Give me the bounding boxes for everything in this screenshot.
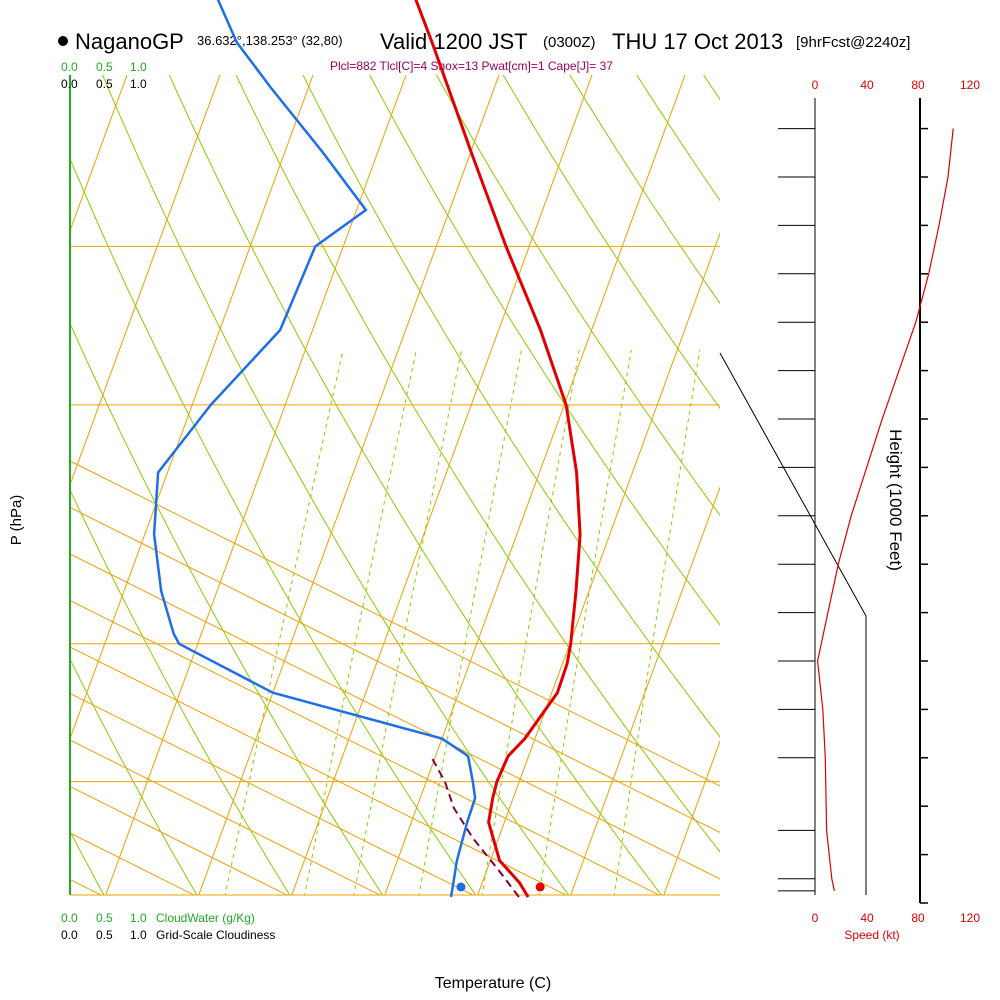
- moist-adiabat: [0, 0, 12, 897]
- dry-adiabat: [70, 157, 477, 895]
- moist-adiabat: [70, 878, 103, 895]
- speed-bottom-0: 0: [812, 911, 819, 925]
- dry-adiabat: [168, 75, 663, 895]
- valid-date: THU 17 Oct 2013: [612, 29, 783, 54]
- mixing-ratio-line: [538, 350, 632, 895]
- cloudiness-top-1: 0.5: [96, 77, 113, 91]
- parcel-profile-line: [430, 755, 520, 898]
- forecast-info: [9hrFcst@2240z]: [796, 34, 910, 51]
- height-axis-ticks: [920, 127, 928, 904]
- wind-panel-boundary: [719, 352, 867, 895]
- mixing-ratio-line: [304, 350, 417, 895]
- cloudiness-top-0: 0.0: [61, 77, 78, 91]
- grid-layer: [0, 0, 1000, 897]
- data-layer: [69, 0, 867, 898]
- cloudwater-top-0: 0.0: [61, 60, 78, 74]
- mixing-ratio-line: [224, 350, 344, 895]
- isotherm: [477, 231, 720, 895]
- dry-adiabat: [235, 75, 720, 853]
- speed-label: Speed (kt): [844, 928, 899, 942]
- isotherm: [0, 0, 11, 897]
- dry-adiabat: [636, 75, 720, 202]
- speed-bottom-80: 80: [911, 911, 925, 925]
- dry-adiabat: [569, 75, 720, 305]
- mixing-ratio-line: [353, 350, 463, 895]
- dry-adiabat: [502, 75, 720, 410]
- cloudwater-bottom-1: 0.5: [96, 911, 113, 925]
- surface-dewpoint-marker: [456, 882, 466, 892]
- dry-adiabat: [435, 75, 720, 517]
- mixing-ratio-line: [613, 350, 701, 895]
- moist-adiabat: [70, 506, 720, 834]
- speed-bottom-40: 40: [860, 911, 874, 925]
- dry-adiabat: [70, 322, 384, 895]
- moist-adiabat: [70, 739, 382, 895]
- cloudwater-top-2: 1.0: [130, 60, 147, 74]
- speed-top-80: 80: [911, 78, 925, 92]
- dry-adiabat: [646, 0, 1000, 897]
- moist-adiabat: [70, 599, 661, 895]
- dry-adiabat: [769, 0, 1000, 897]
- y-axis-title: P (hPa): [8, 495, 25, 546]
- isotherm: [70, 75, 221, 487]
- height-axis-title: Height (1000 Feet): [886, 429, 905, 571]
- isotherm: [570, 485, 720, 895]
- moist-adiabat: [70, 460, 720, 787]
- mixing-ratio-layer: [224, 350, 701, 895]
- moist-adiabat: [70, 553, 720, 880]
- speed-top-40: 40: [860, 78, 874, 92]
- cloudwater-bottom-0: 0.0: [61, 911, 78, 925]
- dewpoint-profile-line: [152, 0, 477, 898]
- moist-adiabat: [70, 832, 196, 895]
- station-dot-icon: [58, 36, 68, 46]
- temperature-profile-line: [414, 0, 582, 898]
- mixing-ratio-line: [418, 350, 522, 895]
- valid-time: Valid 1200 JST: [380, 29, 528, 54]
- cloudiness-bottom-2: 1.0: [130, 928, 147, 942]
- isotherm: [70, 75, 128, 233]
- speed-profile-layer: [778, 128, 954, 892]
- cloudiness-top-2: 1.0: [130, 77, 147, 91]
- surface-temperature-marker: [535, 882, 545, 892]
- speed-top-120: 120: [960, 78, 980, 92]
- dry-adiabat: [708, 0, 1000, 897]
- dry-adiabat: [369, 75, 720, 626]
- speed-top-0: 0: [812, 78, 819, 92]
- moist-adiabat: [70, 646, 568, 895]
- moist-adiabat: [70, 785, 289, 895]
- mixing-ratio-line: [481, 350, 580, 895]
- moist-adiabat: [70, 692, 475, 895]
- wind-speed-profile: [816, 128, 954, 892]
- isotherm: [0, 0, 104, 897]
- cloudwater-bottom-2: 1.0: [130, 911, 147, 925]
- dry-adiabat: [70, 657, 198, 895]
- valid-utc: (0300Z): [543, 34, 596, 51]
- isotherm: [198, 75, 500, 895]
- cloudiness-bottom-0: 0.0: [61, 928, 78, 942]
- isotherm: [291, 75, 593, 895]
- speed-bottom-120: 120: [960, 911, 980, 925]
- isotherm: [384, 75, 686, 895]
- isotherm: [105, 75, 407, 895]
- isotherm: [70, 75, 314, 741]
- isotherm: [849, 0, 1000, 897]
- isotherm: [663, 739, 720, 895]
- cloudwater-top-1: 0.5: [96, 60, 113, 74]
- station-name: NaganoGP: [75, 29, 184, 54]
- isotherm: [756, 0, 1000, 897]
- dry-adiabat: [70, 830, 105, 895]
- stability-indices: Plcl=882 Tlcl[C]=4 Shox=13 Pwat[cm]=1 Ca…: [330, 59, 613, 73]
- x-axis-title: Temperature (C): [435, 975, 551, 992]
- dry-adiabat: [703, 75, 720, 101]
- cloudiness-bottom-1: 0.5: [96, 928, 113, 942]
- cloudwater-label: CloudWater (g/Kg): [156, 911, 255, 925]
- dry-adiabat: [102, 75, 570, 895]
- dry-adiabat: [831, 0, 1000, 897]
- cloudiness-label: Grid-Scale Cloudiness: [156, 928, 275, 942]
- station-coords: 36.632°,138.253° (32,80): [197, 33, 343, 48]
- dry-adiabat: [302, 75, 720, 738]
